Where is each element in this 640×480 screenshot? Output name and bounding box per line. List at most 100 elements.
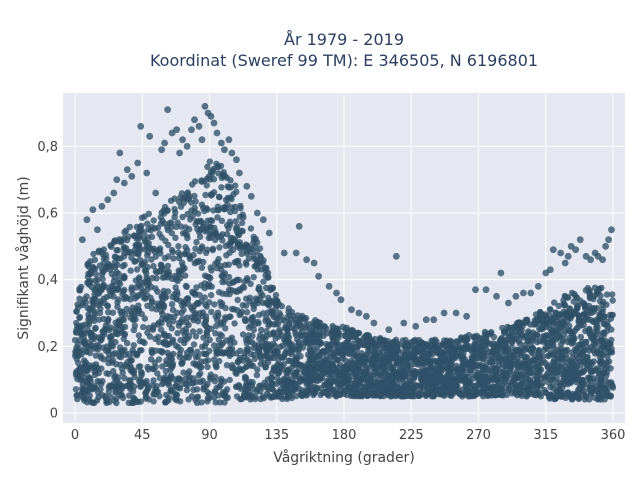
data-point [184,210,191,218]
data-point [291,386,299,393]
data-point [223,252,230,259]
data-point [166,271,173,278]
data-point [71,336,79,344]
data-point [392,336,400,343]
x-tick-label: 0 [71,428,79,443]
data-point [120,316,128,323]
data-point [127,363,134,370]
data-point [315,331,323,338]
data-point [437,372,444,380]
data-point [576,316,583,323]
data-point [215,255,222,263]
x-tick-label: 90 [201,428,218,443]
data-point [357,368,364,375]
data-point [152,189,160,197]
data-point [295,222,303,230]
data-point [216,331,224,338]
data-point [453,343,460,350]
data-point [550,360,558,367]
y-tick-label: 0,2 [37,340,58,355]
data-point [221,399,228,406]
data-point [215,289,223,296]
data-point [349,365,356,372]
data-point [296,377,303,385]
data-point [516,340,523,347]
data-point [118,347,125,355]
data-point [189,181,196,188]
data-point [148,256,155,263]
data-point [254,366,261,373]
data-point [173,288,181,295]
data-point [296,343,304,350]
data-point [547,306,554,313]
x-tick-label: 270 [466,428,491,443]
data-point [197,225,204,233]
data-point [493,369,500,376]
data-point [505,299,512,307]
data-point [162,373,169,381]
data-point [208,308,215,316]
data-point [482,286,490,294]
data-point [231,320,238,327]
x-tick-label: 315 [533,428,558,443]
data-point [523,393,530,400]
data-point [508,334,515,342]
data-point [211,389,218,396]
data-point [215,170,222,177]
data-point [77,369,84,376]
data-point [278,331,285,339]
data-point [554,355,561,363]
data-point [139,338,147,345]
data-point [193,362,200,369]
data-point [204,388,211,396]
data-point [395,359,403,366]
data-point [479,393,487,400]
data-point [111,285,118,293]
data-point [171,205,178,213]
data-point [336,391,344,399]
data-point [80,385,88,392]
data-point [79,236,86,244]
data-point [91,256,99,264]
data-point [404,355,411,362]
data-point [179,136,187,144]
data-point [119,394,127,402]
data-point [110,189,118,197]
data-point [168,364,176,371]
data-point [119,263,127,270]
data-point [94,276,101,283]
data-point [440,309,448,317]
data-point [183,319,190,326]
data-point [260,278,267,285]
data-point [267,284,274,291]
x-axis-title: Vågriktning (grader) [273,449,415,466]
data-point [198,136,206,144]
data-point [77,375,85,382]
data-point [570,392,577,399]
data-point [320,347,327,354]
data-point [494,391,501,398]
data-point [463,344,470,352]
data-point [405,350,412,357]
data-point [350,353,357,360]
data-point [253,209,261,217]
data-point [218,184,225,191]
data-point [443,385,451,392]
data-point [600,298,607,306]
data-point [339,341,346,348]
data-point [414,382,422,389]
data-point [496,341,503,348]
data-point [283,325,290,332]
data-point [399,349,406,356]
data-point [458,352,465,360]
data-point [388,365,395,373]
data-point [437,355,444,362]
data-point [526,376,534,383]
data-point [202,322,209,330]
data-point [82,378,90,385]
data-point [200,334,207,341]
data-point [274,299,281,306]
data-point [216,383,223,390]
data-point [253,372,261,379]
data-point [607,348,614,355]
